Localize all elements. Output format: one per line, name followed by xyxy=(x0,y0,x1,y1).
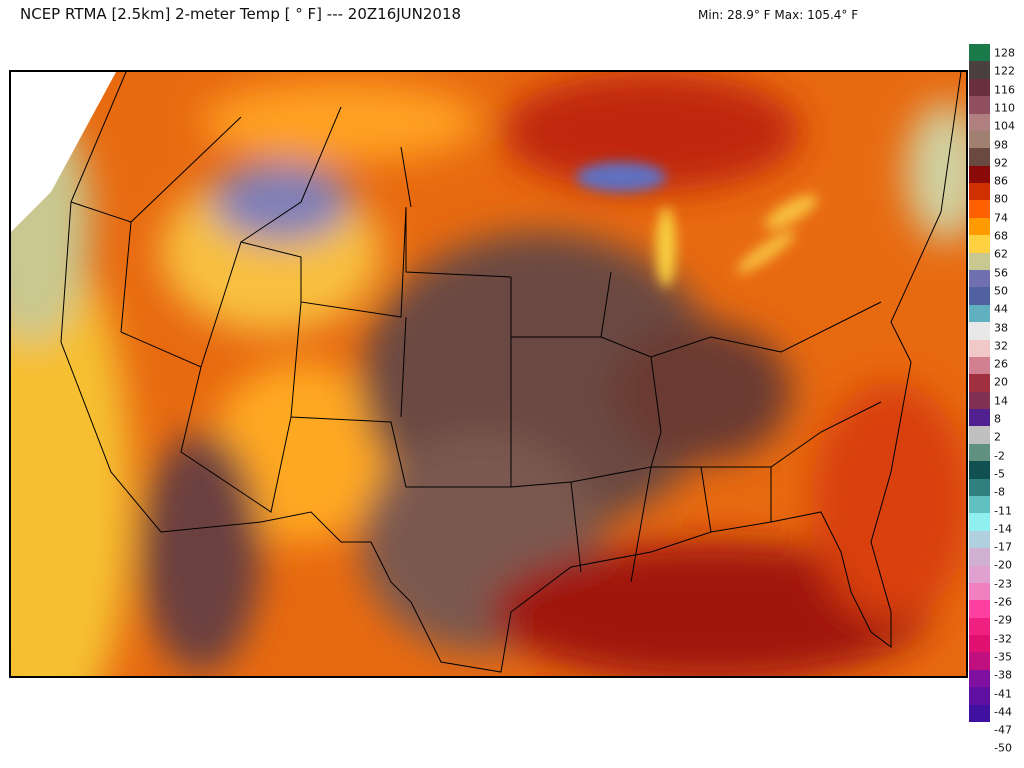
atlantic-cool xyxy=(906,102,966,242)
colorbar-label: -35 xyxy=(994,650,1012,664)
colorbar-label: 38 xyxy=(994,321,1008,334)
colorbar-segment xyxy=(969,304,990,323)
colorbar-segment xyxy=(969,252,990,271)
lake-erie xyxy=(736,230,796,274)
colorbar xyxy=(969,44,990,723)
colorbar-segment xyxy=(969,356,990,375)
colorbar-label: -14 xyxy=(994,522,1012,536)
colorbar-segment xyxy=(969,530,990,549)
colorbar-segment xyxy=(969,322,990,341)
colorbar-label: 32 xyxy=(994,339,1008,353)
colorbar-segment xyxy=(969,287,990,306)
colorbar-segment xyxy=(969,148,990,167)
map-title: NCEP RTMA [2.5km] 2-meter Temp [ ° F] --… xyxy=(20,5,462,23)
colorbar-segment xyxy=(969,513,990,532)
northern-plains xyxy=(201,82,481,162)
colorbar-label: -32 xyxy=(994,632,1012,646)
colorbar-label: 86 xyxy=(994,174,1008,188)
colorbar-segment xyxy=(969,339,990,358)
colorbar-label: 56 xyxy=(994,266,1008,280)
colorbar-label: 98 xyxy=(994,138,1008,151)
colorbar-segment xyxy=(969,565,990,584)
colorbar-segment xyxy=(969,44,990,62)
colorbar-label: 20 xyxy=(994,375,1008,389)
colorbar-label: 44 xyxy=(994,302,1008,316)
colorbar-label: 62 xyxy=(994,247,1008,261)
colorbar-label: 26 xyxy=(994,357,1008,371)
canada-east xyxy=(501,72,801,192)
colorbar-label: -20 xyxy=(994,558,1012,572)
colorbar-segment xyxy=(969,461,990,480)
colorbar-segment xyxy=(969,130,990,149)
colorbar-segment xyxy=(969,183,990,201)
colorbar-label: -5 xyxy=(994,467,1005,481)
lake-ontario xyxy=(764,194,818,230)
colorbar-label: 14 xyxy=(994,394,1008,408)
colorbar-label: -41 xyxy=(994,687,1012,700)
colorbar-label: -29 xyxy=(994,613,1012,627)
colorbar-segment xyxy=(969,61,990,80)
colorbar-segment xyxy=(969,374,990,393)
colorbar-label: 2 xyxy=(994,430,1001,444)
lake-michigan xyxy=(656,207,676,287)
southwest-mild xyxy=(211,362,391,542)
ohio-valley xyxy=(611,322,791,462)
colorbar-segment xyxy=(969,704,990,723)
state-borders xyxy=(60,72,962,673)
colorbar-segment xyxy=(969,409,990,427)
colorbar-segment xyxy=(969,669,990,688)
colorbar-label: 116 xyxy=(994,83,1015,97)
colorbar-segment xyxy=(969,96,990,115)
colorbar-label: 50 xyxy=(994,284,1008,298)
colorbar-label: -8 xyxy=(994,485,1005,499)
lake-superior xyxy=(576,162,666,192)
colorbar-segment xyxy=(969,217,990,236)
colorbar-label: -50 xyxy=(994,741,1012,755)
colorbar-label: -38 xyxy=(994,668,1012,682)
colorbar-label: -23 xyxy=(994,577,1012,591)
colorbar-segment xyxy=(969,687,990,706)
colorbar-segment xyxy=(969,582,990,601)
colorbar-label: 110 xyxy=(994,101,1015,115)
colorbar-label: 8 xyxy=(994,412,1001,426)
colorbar-segment xyxy=(969,113,990,132)
colorbar-label: -26 xyxy=(994,595,1012,609)
colorbar-label: 104 xyxy=(994,119,1015,133)
colorbar-label: 92 xyxy=(994,156,1008,170)
colorbar-segment xyxy=(969,235,990,254)
rockies-cool xyxy=(211,162,351,242)
colorbar-segment xyxy=(969,617,990,636)
colorbar-label: -47 xyxy=(994,723,1012,737)
colorbar-segment xyxy=(969,443,990,462)
colorbar-segment xyxy=(969,78,990,97)
atlantic xyxy=(811,382,966,622)
map-svg xyxy=(11,72,966,676)
colorbar-label: 122 xyxy=(994,64,1015,78)
colorbar-segment xyxy=(969,391,990,410)
colorbar-label: -11 xyxy=(994,504,1012,517)
colorbar-segment xyxy=(969,600,990,619)
colorbar-segment xyxy=(969,478,990,497)
colorbar-segment xyxy=(969,165,990,184)
colorbar-segment xyxy=(969,652,990,671)
off-domain xyxy=(11,72,116,232)
colorbar-label: 74 xyxy=(994,211,1008,225)
colorbar-segment xyxy=(969,270,990,288)
colorbar-label: -2 xyxy=(994,449,1005,463)
temperature-map xyxy=(9,70,968,678)
desert-hot xyxy=(141,432,261,672)
colorbar-label: -44 xyxy=(994,705,1012,719)
pacific-warm xyxy=(11,232,131,676)
colorbar-segment xyxy=(969,200,990,219)
colorbar-label: -17 xyxy=(994,540,1012,554)
colorbar-segment xyxy=(969,426,990,445)
colorbar-segment xyxy=(969,635,990,653)
gulf xyxy=(491,542,931,676)
colorbar-label: 80 xyxy=(994,192,1008,206)
min-max-readout: Min: 28.9° F Max: 105.4° F xyxy=(698,8,859,22)
colorbar-label: 68 xyxy=(994,229,1008,243)
colorbar-segment xyxy=(969,548,990,567)
colorbar-label: 128 xyxy=(994,46,1015,60)
colorbar-segment xyxy=(969,496,990,514)
